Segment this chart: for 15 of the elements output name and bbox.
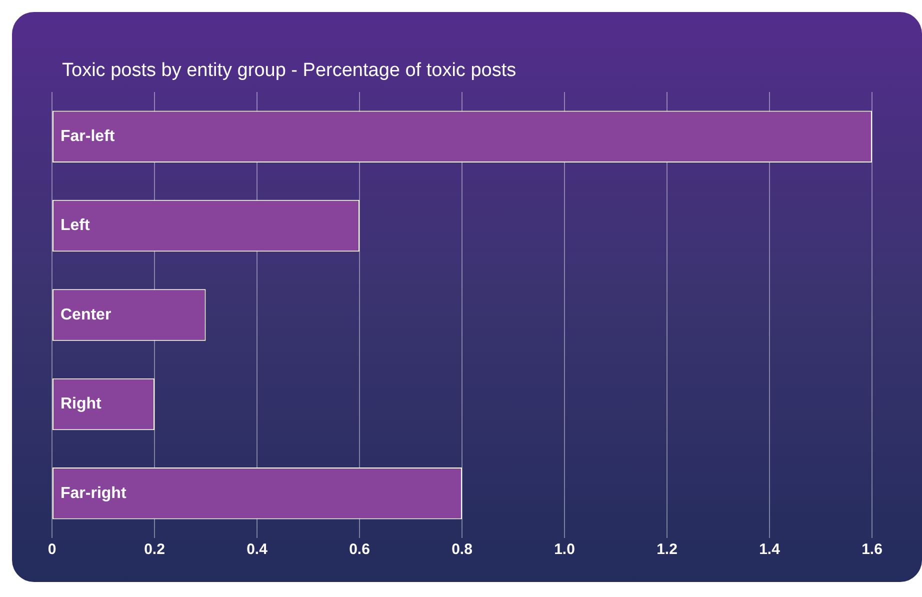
y-tick-label: Far-left [60, 128, 116, 146]
x-tick-label: 0.2 [144, 541, 165, 558]
y-tick-label: Far-right [60, 484, 127, 502]
y-tick-label: Center [60, 306, 112, 324]
x-tick-label: 1.0 [554, 541, 575, 558]
chart-title: Toxic posts by entity group - Percentage of toxic posts [62, 60, 516, 82]
y-tick-label: Right [60, 396, 102, 413]
x-tick-label: 1.4 [759, 541, 781, 558]
x-tick-label: 0 [48, 541, 56, 558]
x-tick-label: 0.4 [246, 541, 268, 558]
y-tick-label: Left [60, 217, 90, 234]
x-tick-label: 0.6 [349, 541, 370, 558]
x-tick-label: 1.6 [862, 541, 882, 558]
x-tick-label: 0.8 [452, 541, 472, 558]
x-tick-label: 1.2 [656, 541, 678, 558]
